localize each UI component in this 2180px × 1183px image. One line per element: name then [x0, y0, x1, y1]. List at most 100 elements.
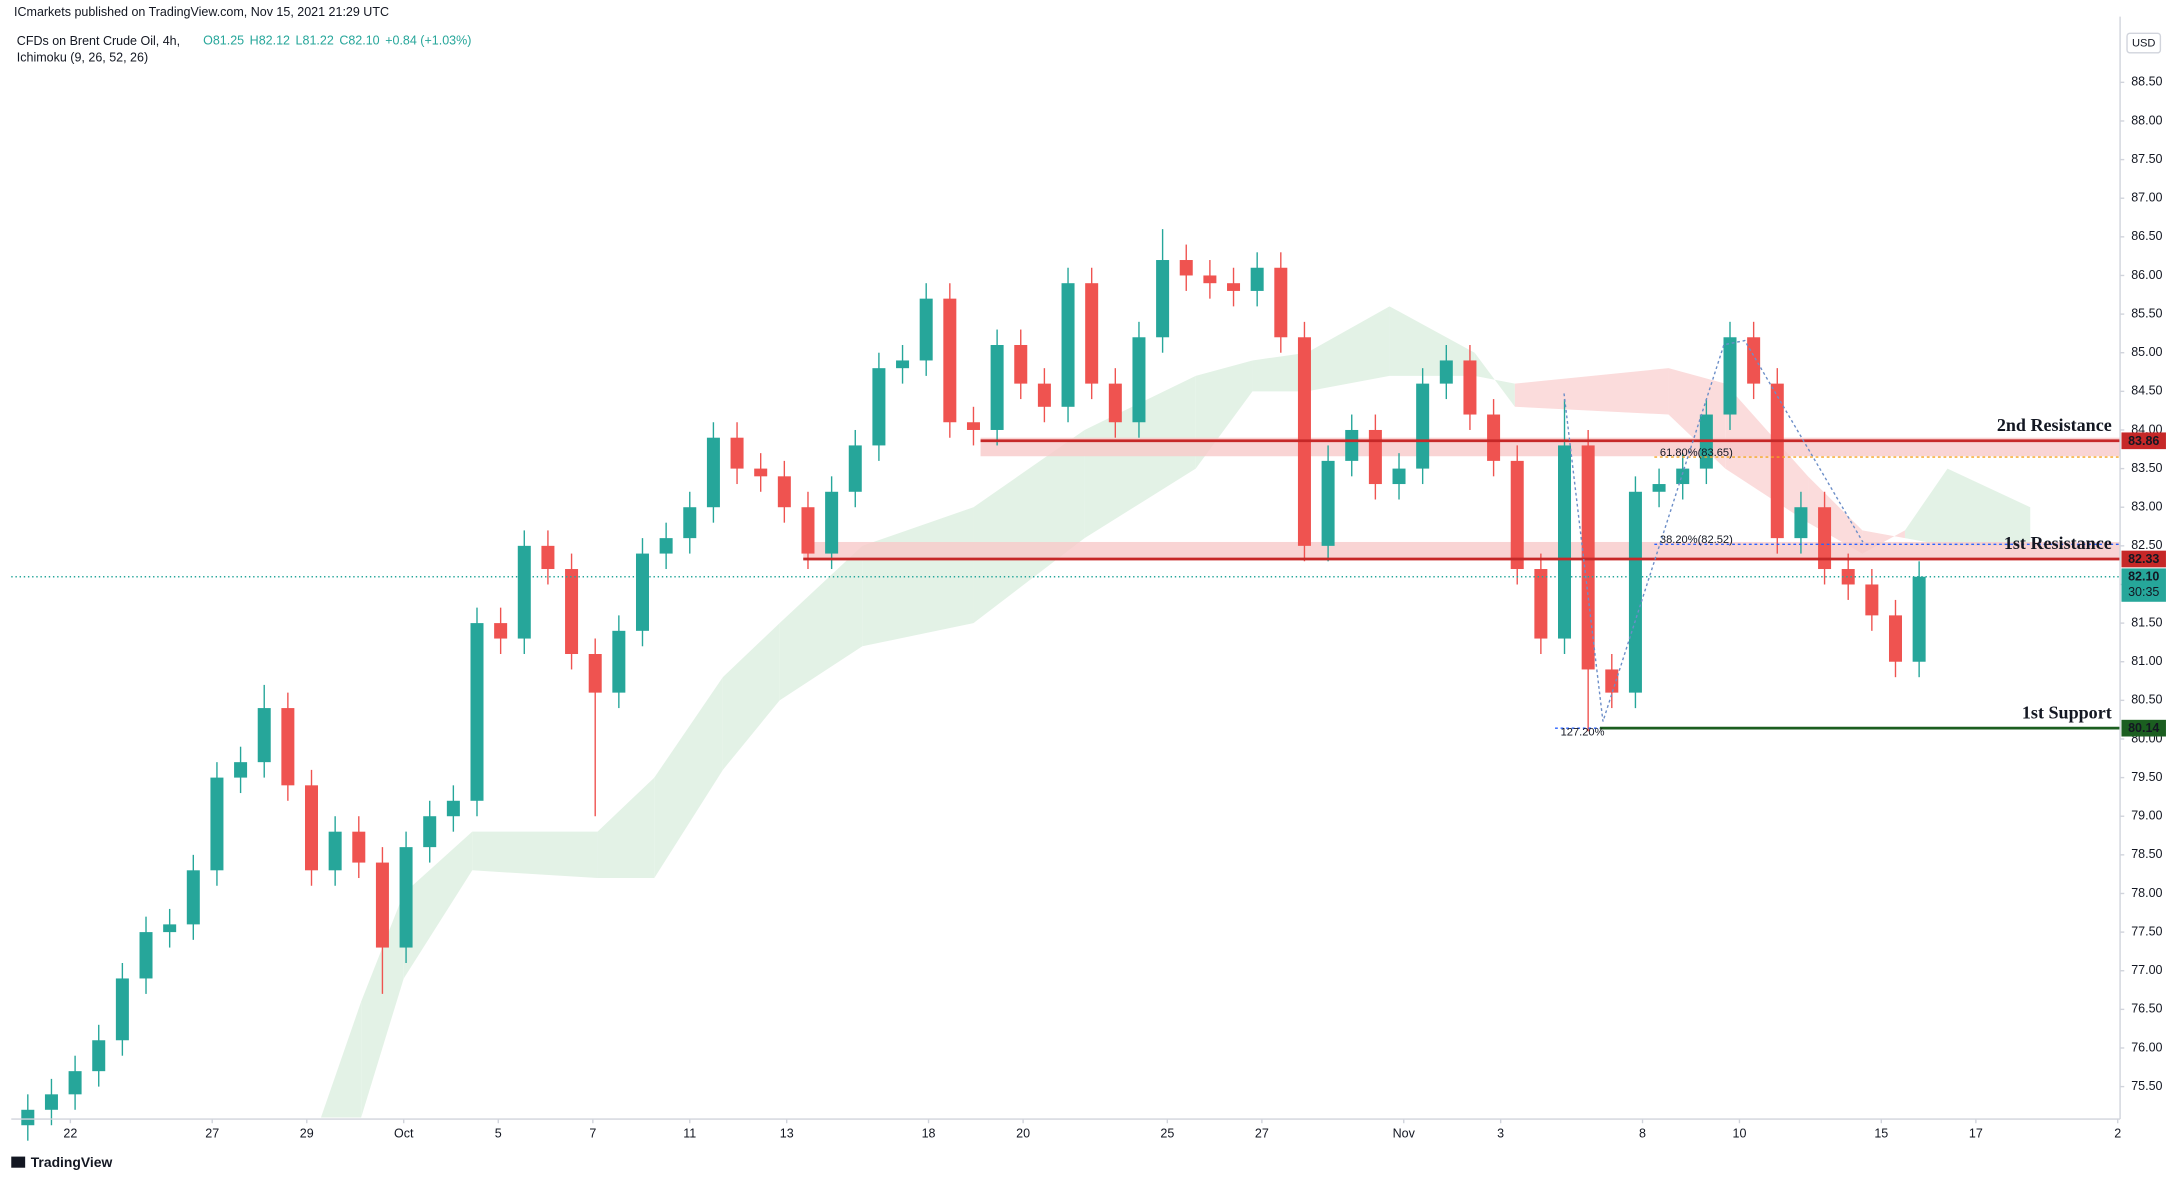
- candle-body: [1747, 337, 1761, 384]
- x-tick-label: 27: [1255, 1127, 1269, 1141]
- level-price-tag: [2121, 550, 2166, 568]
- x-tick-label: 13: [780, 1127, 794, 1141]
- candle-body: [1179, 260, 1193, 276]
- candle-body: [423, 816, 437, 848]
- level-label: 2nd Resistance: [1997, 415, 2112, 435]
- cloud-segment: [1474, 352, 1515, 407]
- fib-label: 38.20%(82.52): [1660, 534, 1733, 546]
- cloud-segment: [973, 429, 1085, 624]
- x-tick-label: 25: [1160, 1127, 1174, 1141]
- candle-body: [375, 862, 389, 948]
- publisher: ICmarkets published on TradingView.com, …: [14, 5, 389, 19]
- level-zone: [803, 541, 2121, 561]
- candle-body: [1794, 507, 1808, 539]
- cloud-segment: [597, 777, 655, 879]
- candle-body: [1416, 383, 1430, 469]
- level-label: 1st Resistance: [2004, 533, 2112, 553]
- cloud-segment: [654, 677, 723, 879]
- x-tick-label: 10: [1733, 1127, 1747, 1141]
- candle-body: [1368, 429, 1382, 485]
- cloud-segment: [1947, 468, 2031, 546]
- candle-body: [139, 932, 153, 979]
- currency: USD: [2132, 38, 2155, 50]
- x-tick-label: 8: [1639, 1127, 1646, 1141]
- level-price: 82.33: [2128, 552, 2159, 566]
- candle-body: [659, 538, 673, 554]
- level-label: 1st Support: [2022, 702, 2112, 722]
- candle-body: [1250, 267, 1264, 291]
- candle-body: [186, 870, 200, 925]
- x-tick-label: 20: [1016, 1127, 1030, 1141]
- candle-body: [1132, 337, 1146, 423]
- level-price-tag: [2121, 719, 2166, 737]
- candle-body: [1723, 337, 1737, 415]
- currency-box: [2126, 32, 2162, 54]
- candle-body: [801, 507, 815, 554]
- candle-body: [1037, 383, 1051, 407]
- y-tick-label: 86.50: [2131, 229, 2162, 243]
- candle-body: [1061, 283, 1075, 407]
- candle-body: [1770, 383, 1784, 539]
- candle-body: [730, 437, 744, 469]
- x-tick-label: 15: [1874, 1127, 1888, 1141]
- cloud-segment: [1252, 352, 1307, 392]
- y-tick-label: 78.00: [2131, 886, 2162, 900]
- y-tick-label: 87.00: [2131, 191, 2162, 205]
- y-tick-label: 83.00: [2131, 500, 2162, 514]
- candle-body: [990, 344, 1004, 430]
- x-tick-label: 29: [300, 1127, 314, 1141]
- x-tick-label: 18: [922, 1127, 936, 1141]
- x-tick-label: 17: [1969, 1127, 1983, 1141]
- title: CFDs on Brent Crude Oil, 4h,: [17, 34, 180, 48]
- candle-body: [1865, 584, 1879, 616]
- candle-body: [1912, 576, 1926, 662]
- last-price: 82.10: [2128, 570, 2159, 584]
- y-tick-label: 77.50: [2131, 924, 2162, 938]
- y-tick-label: 79.00: [2131, 809, 2162, 823]
- countdown: 30:35: [2128, 585, 2159, 599]
- brand-logo: [11, 1156, 26, 1168]
- cloud-segment: [472, 831, 598, 879]
- candle-body: [1487, 414, 1501, 461]
- candle-body: [1534, 569, 1548, 639]
- candle-body: [234, 762, 248, 778]
- y-tick-label: 79.50: [2131, 770, 2162, 784]
- y-tick-label: 77.00: [2131, 963, 2162, 977]
- y-tick-label: 85.00: [2131, 345, 2162, 359]
- indicator: Ichimoku (9, 26, 52, 26): [17, 51, 148, 65]
- plot-area: [11, 229, 2121, 1141]
- y-tick-label: 88.00: [2131, 113, 2162, 127]
- fib-label: 127.20%: [1561, 726, 1605, 738]
- level-price: 83.86: [2128, 434, 2159, 448]
- x-tick-label: 27: [205, 1127, 219, 1141]
- candle-body: [1510, 460, 1524, 570]
- candle-body: [1345, 429, 1359, 461]
- candle-body: [1558, 445, 1572, 639]
- level-price-tag: [2121, 432, 2166, 450]
- y-tick-label: 88.50: [2131, 75, 2162, 89]
- y-tick-label: 78.50: [2131, 847, 2162, 861]
- candle-body: [352, 831, 366, 863]
- candle-body: [517, 545, 531, 639]
- candle-body: [494, 623, 508, 639]
- legend-item: +0.84 (+1.03%): [385, 34, 471, 48]
- level-zone: [980, 437, 2121, 457]
- x-tick-label: Oct: [394, 1127, 414, 1141]
- y-tick-label: 75.50: [2131, 1079, 2162, 1093]
- candle-body: [446, 800, 460, 817]
- candle-body: [21, 1109, 35, 1126]
- candle-body: [115, 978, 129, 1041]
- candle-body: [612, 630, 626, 693]
- candle-body: [1463, 360, 1477, 415]
- candle-body: [1439, 360, 1453, 384]
- cloud-segment: [1306, 306, 1390, 392]
- candle-body: [163, 924, 177, 933]
- candle-body: [92, 1040, 106, 1072]
- candle-body: [44, 1094, 58, 1110]
- candle-body: [470, 623, 484, 801]
- candle-body: [777, 476, 791, 508]
- candle-body: [1108, 383, 1122, 423]
- x-tick-label: 3: [1497, 1127, 1504, 1141]
- y-tick-label: 80.50: [2131, 693, 2162, 707]
